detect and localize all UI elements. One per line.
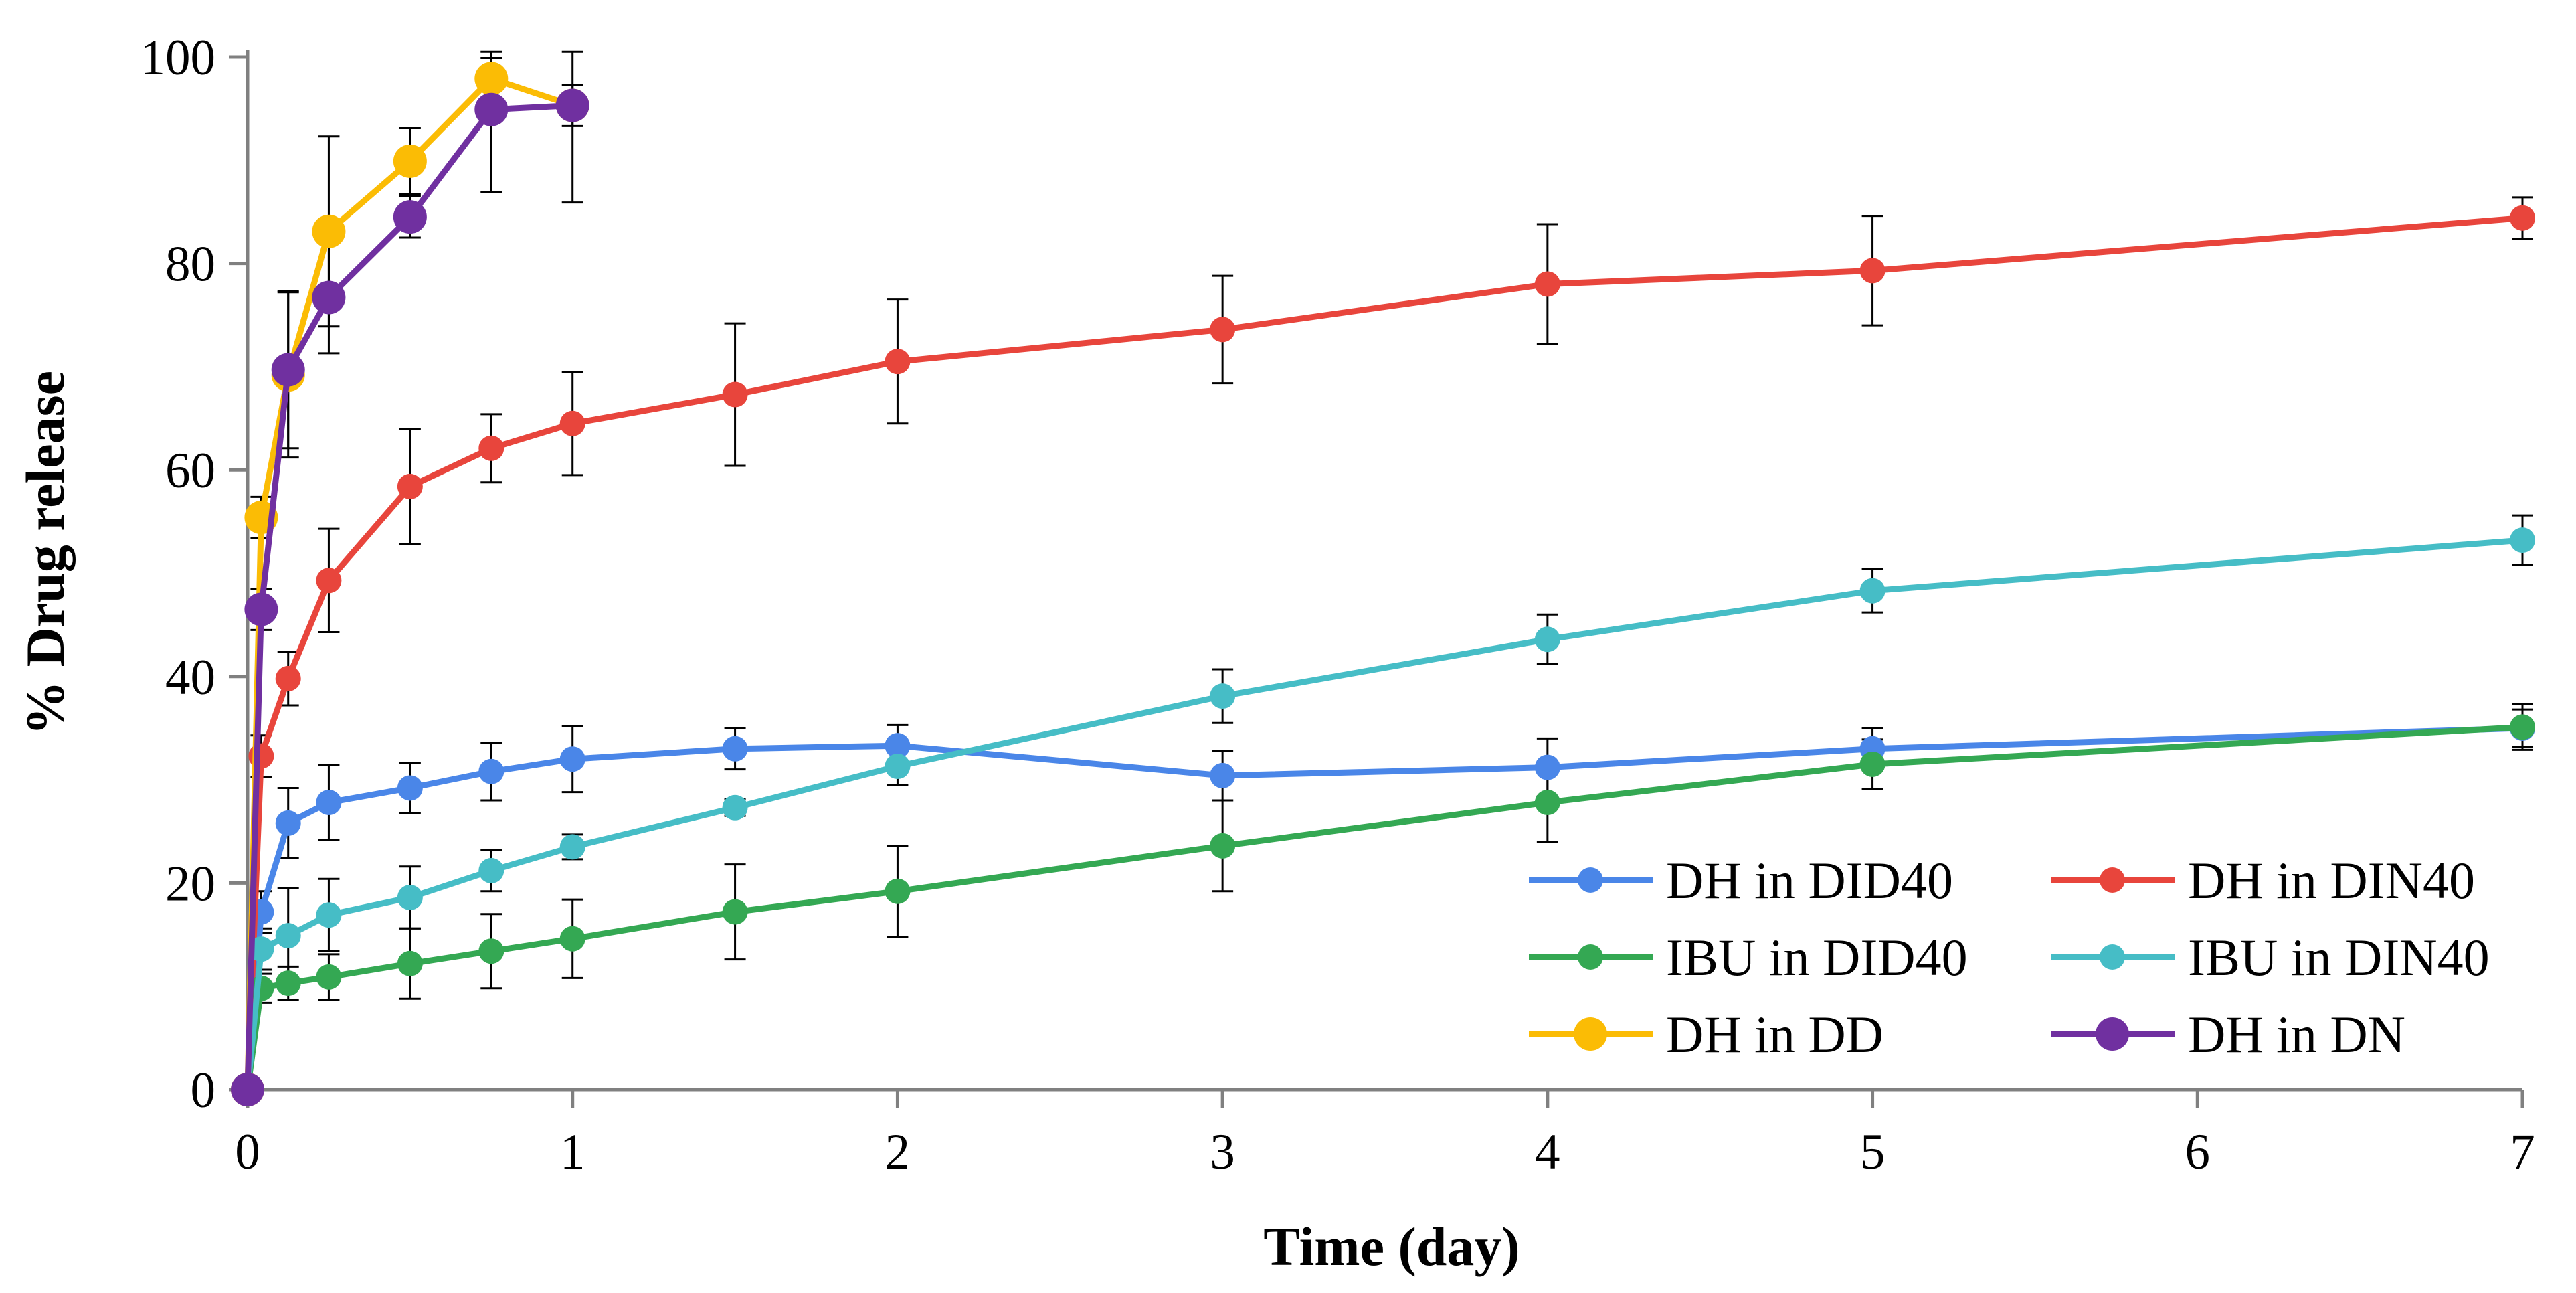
data-point (885, 754, 911, 780)
x-axis-title: Time (day) (1263, 1216, 1520, 1277)
data-point (722, 736, 748, 762)
data-point (885, 878, 911, 904)
y-tick-label: 60 (165, 443, 215, 499)
data-point (1210, 833, 1236, 859)
data-point (275, 923, 301, 949)
data-point (271, 353, 305, 387)
x-tick-label: 4 (1535, 1124, 1560, 1180)
x-tick-label: 1 (560, 1124, 585, 1180)
legend-swatch-marker (1578, 867, 1603, 893)
data-point (478, 938, 504, 964)
data-point (474, 62, 509, 96)
series-line (244, 215, 2523, 1090)
data-point (275, 810, 301, 836)
legend-item: DH in DID40 (1529, 851, 1953, 910)
legend-swatch-marker (2100, 944, 2125, 970)
data-point (1859, 578, 1885, 604)
data-point (1210, 317, 1236, 343)
legend-item: DH in DN (2051, 1005, 2405, 1063)
data-point (1210, 683, 1236, 709)
series-layer (231, 62, 2535, 1106)
data-point (474, 92, 509, 126)
series-line (244, 537, 2523, 1090)
axes-layer: 0 20 40 60 80 100 0 1 2 3 4 5 6 7 (141, 30, 2535, 1180)
data-point (1859, 258, 1885, 284)
data-point (478, 435, 504, 461)
series-line (244, 725, 2523, 1090)
legend-item: IBU in DIN40 (2051, 928, 2490, 986)
data-point (722, 794, 748, 821)
data-point (1534, 271, 1560, 297)
data-point (397, 885, 423, 911)
data-point (559, 926, 585, 952)
x-tick-label: 7 (2510, 1124, 2535, 1180)
legend-label: IBU in DIN40 (2188, 928, 2490, 986)
data-point (316, 902, 342, 928)
x-tick-label: 5 (1860, 1124, 1885, 1180)
data-point (2510, 714, 2535, 740)
data-point (316, 964, 342, 990)
data-point (231, 1073, 264, 1106)
series-ibu-in-din40 (235, 527, 2535, 1102)
legend-swatch-marker (1578, 944, 1603, 970)
data-point (1859, 751, 1885, 777)
y-tick-label: 80 (165, 237, 215, 292)
legend-label: DH in DIN40 (2188, 851, 2475, 910)
data-point (559, 746, 585, 772)
data-point (1210, 762, 1236, 788)
x-tick-label: 6 (2185, 1124, 2211, 1180)
y-tick-label: 100 (141, 30, 216, 86)
data-point (559, 410, 585, 436)
legend-swatch-marker (2096, 1017, 2129, 1051)
data-point (2510, 205, 2535, 231)
x-tick-label: 0 (235, 1124, 260, 1180)
y-tick-label: 20 (165, 856, 215, 912)
data-point (316, 568, 342, 594)
data-point (248, 936, 274, 962)
data-point (275, 665, 301, 691)
legend-label: DH in DID40 (1666, 851, 1953, 910)
data-point (393, 200, 427, 234)
data-point (316, 790, 342, 816)
data-point (397, 950, 423, 976)
data-point (275, 970, 301, 997)
data-point (393, 144, 427, 178)
data-point (885, 349, 911, 375)
legend-label: IBU in DID40 (1666, 928, 1968, 986)
data-point (312, 214, 346, 248)
data-point (478, 758, 504, 784)
data-point (312, 280, 346, 315)
y-tick-label: 40 (165, 650, 215, 705)
data-point (397, 775, 423, 801)
legend-label: DH in DN (2188, 1005, 2405, 1063)
data-point (1534, 754, 1560, 780)
series-ibu-in-did40 (235, 714, 2535, 1102)
series-dh-in-dn (231, 88, 589, 1106)
legend-label: DH in DD (1666, 1005, 1883, 1063)
legend-item: DH in DIN40 (2051, 851, 2475, 910)
data-point (559, 834, 585, 860)
legend-swatch-marker (1574, 1017, 1607, 1051)
data-point (478, 857, 504, 883)
data-point (1534, 626, 1560, 653)
x-tick-label: 3 (1210, 1124, 1235, 1180)
legend-swatch-marker (2100, 867, 2125, 893)
y-axis-title: % Drug release (15, 371, 76, 736)
legend-item: IBU in DID40 (1529, 928, 1968, 986)
series-line (244, 723, 2523, 1090)
data-point (722, 899, 748, 925)
data-point (885, 733, 911, 759)
data-point (2510, 527, 2535, 553)
legend-item: DH in DD (1529, 1005, 1883, 1063)
data-point (244, 592, 278, 626)
data-point (555, 88, 589, 122)
x-tick-label: 2 (885, 1124, 911, 1180)
data-point (722, 381, 748, 408)
data-point (1534, 790, 1560, 816)
legend: DH in DID40 DH in DIN40 IBU in DID40 IBU in… (1529, 851, 2490, 1063)
y-tick-label: 0 (191, 1063, 216, 1118)
data-point (397, 473, 423, 499)
